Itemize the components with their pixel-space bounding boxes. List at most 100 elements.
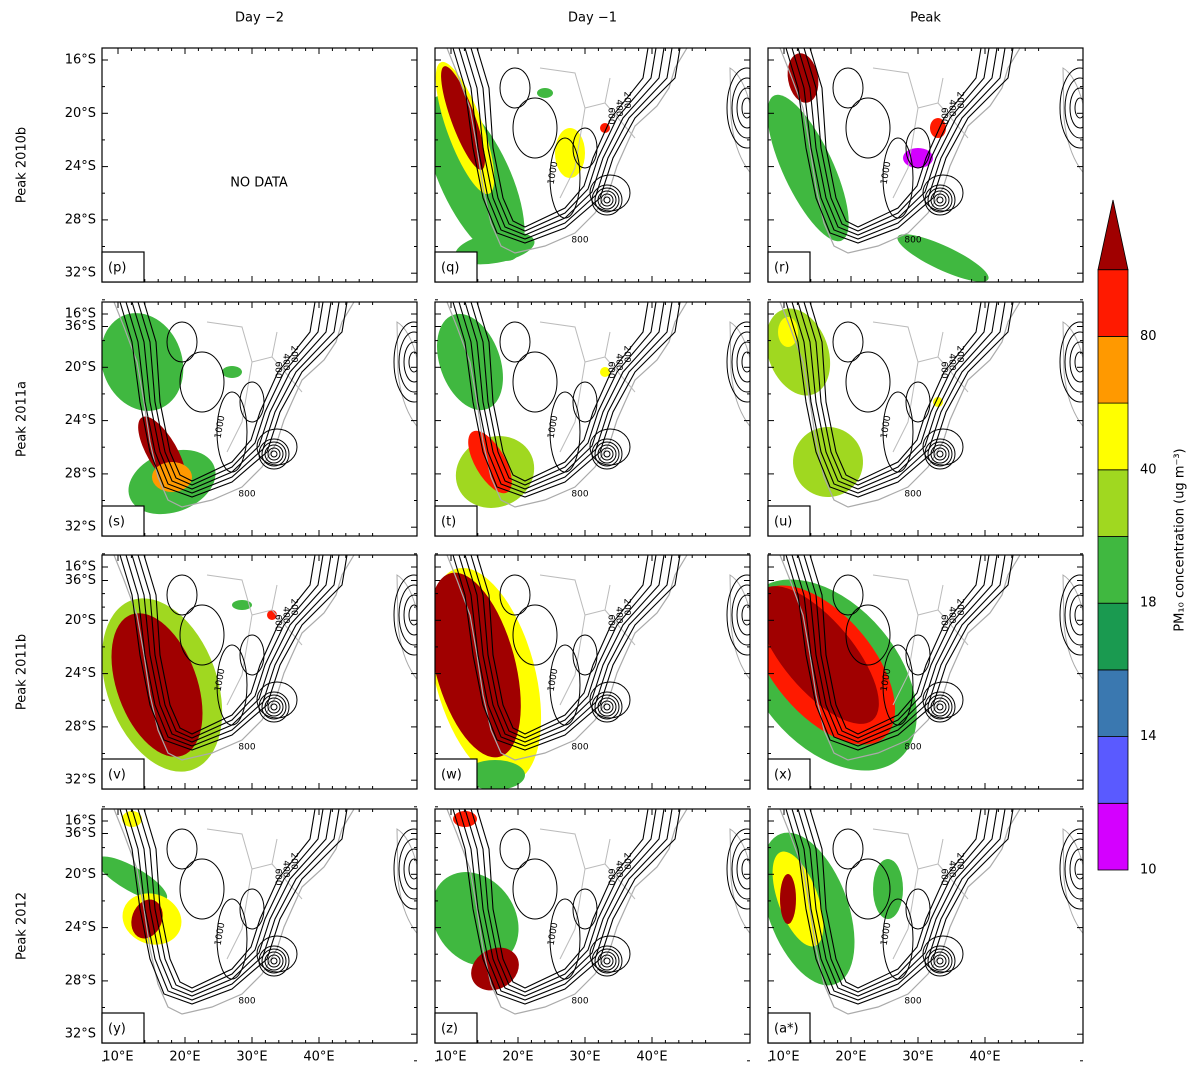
contour — [731, 77, 750, 139]
contour — [922, 428, 964, 466]
contour — [499, 67, 531, 109]
coastline — [779, 302, 1021, 508]
panel-frame — [767, 808, 1084, 1044]
pm10-field — [537, 88, 553, 98]
contour — [882, 898, 914, 980]
contour — [131, 555, 332, 743]
contour — [845, 604, 891, 666]
contour — [267, 447, 281, 461]
contour-label: 1000 — [547, 415, 561, 440]
panel-label-box — [767, 251, 811, 283]
contour — [785, 555, 1014, 751]
contour — [803, 48, 990, 232]
contour — [924, 691, 956, 723]
contour — [589, 681, 631, 719]
contour — [261, 694, 287, 720]
contour — [594, 694, 620, 720]
contour-label: 400 — [614, 860, 624, 877]
contour-label: 400 — [947, 99, 957, 116]
colorbar-extend — [1097, 199, 1129, 271]
panel-label: (v) — [108, 768, 126, 783]
contour — [591, 691, 623, 723]
contour — [809, 555, 982, 735]
contour — [270, 703, 278, 711]
contour — [264, 951, 284, 971]
contour-label: 400 — [281, 606, 291, 623]
contour — [256, 428, 298, 466]
lon-label: 30°E — [236, 1050, 267, 1065]
contour-label: 400 — [281, 860, 291, 877]
panel-frame — [101, 47, 418, 283]
lon-label: 10°E — [102, 1050, 133, 1065]
contour-label: 800 — [571, 997, 588, 1007]
contour-label: 800 — [571, 490, 588, 500]
contour-label: 200 — [622, 91, 632, 108]
contour — [572, 381, 598, 423]
pm10-field — [600, 367, 610, 377]
madagascar — [729, 321, 750, 428]
contour — [1074, 351, 1083, 373]
contour — [845, 351, 891, 413]
contour — [736, 87, 750, 129]
panel-label: (r) — [774, 261, 790, 276]
contour-label: 400 — [614, 353, 624, 370]
contour — [476, 302, 649, 482]
contour — [499, 321, 531, 363]
border — [206, 321, 303, 453]
contour — [270, 957, 278, 965]
contour — [933, 954, 947, 968]
contour-label: 1000 — [214, 922, 228, 947]
contour — [572, 127, 598, 169]
contour — [1069, 341, 1083, 383]
border — [539, 828, 636, 960]
contour — [512, 97, 558, 159]
pm10-field — [933, 397, 943, 407]
contour — [125, 555, 340, 747]
panel-frame — [767, 301, 1084, 537]
lon-label: 10°E — [435, 1050, 466, 1065]
contour — [726, 321, 750, 403]
contour — [731, 584, 750, 646]
contour — [452, 48, 681, 244]
contour — [936, 196, 944, 204]
contour — [791, 809, 1006, 1001]
contour — [470, 555, 657, 739]
contour-label: 800 — [238, 743, 255, 753]
coastline — [446, 555, 688, 761]
contour-label: 800 — [238, 997, 255, 1007]
coastline — [446, 809, 688, 1015]
contour — [603, 196, 611, 204]
contour — [1059, 67, 1083, 149]
contour — [270, 450, 278, 458]
panel-frame — [101, 808, 418, 1044]
contour-label: 400 — [614, 606, 624, 623]
pm10-field — [780, 874, 796, 924]
colorbar-segment — [1097, 469, 1129, 537]
contour — [797, 555, 998, 743]
pm10-field — [768, 586, 879, 724]
panel-label-box — [101, 1012, 145, 1044]
contour-label: 1000 — [547, 668, 561, 693]
panel-label-box — [101, 505, 145, 537]
contour-label: 200 — [289, 852, 299, 869]
contour — [476, 809, 649, 989]
contour — [936, 957, 944, 965]
colorbar-segment — [1097, 536, 1129, 604]
contour — [258, 945, 290, 977]
contour — [512, 858, 558, 920]
contour — [572, 888, 598, 930]
pm10-field — [111, 613, 203, 757]
contour — [239, 888, 265, 930]
contour — [408, 858, 417, 880]
contour — [398, 584, 417, 646]
lon-label: 30°E — [569, 1050, 600, 1065]
